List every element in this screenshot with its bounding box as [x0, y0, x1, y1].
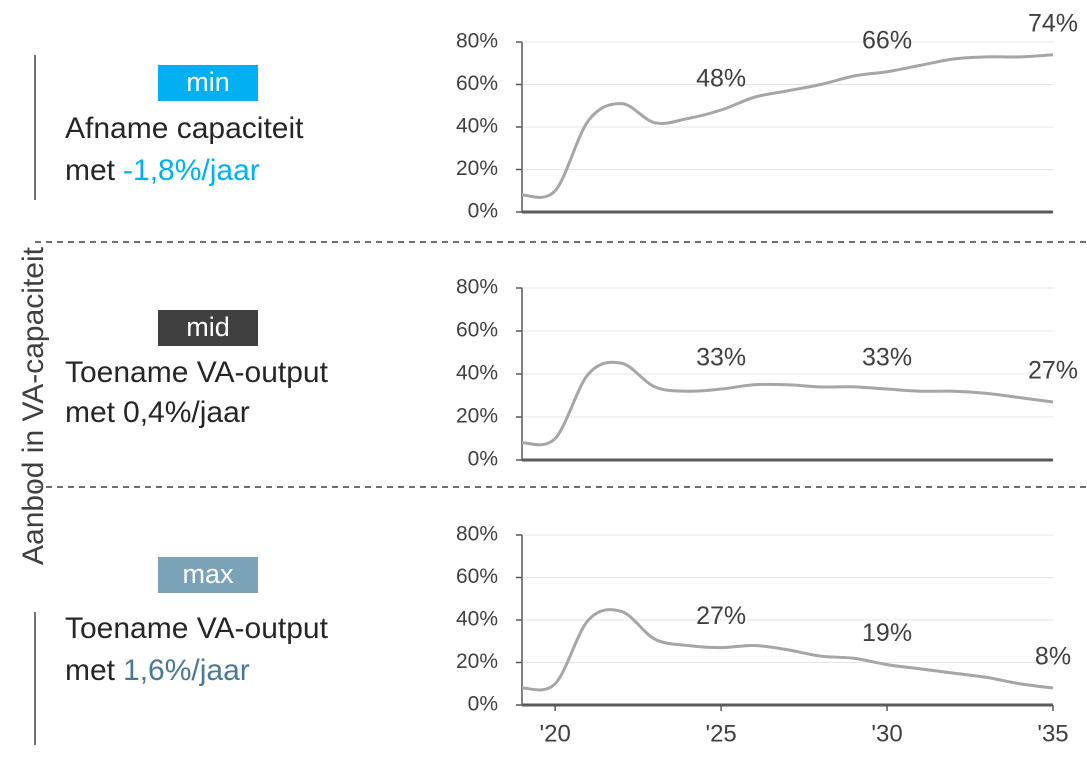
rate-line: met 1,6%/jaar [65, 654, 250, 687]
value-label: 66% [862, 26, 912, 54]
y-tick-label: 0% [468, 693, 498, 716]
series-line [521, 53, 1054, 199]
value-label: 33% [862, 344, 912, 372]
y-tick-label: 20% [456, 405, 498, 428]
rate: 0,4%/jaar [123, 396, 250, 429]
y-tick-label: 80% [456, 523, 498, 546]
value-label: 48% [696, 65, 746, 93]
rate-line: met 0,4%/jaar [65, 396, 250, 429]
x-tick-label: '30 [871, 720, 902, 747]
rate-prefix: met [65, 654, 116, 687]
y-tick-label: 60% [456, 319, 498, 342]
value-label: 27% [696, 602, 746, 630]
tag-box [158, 557, 258, 593]
y-tick-label: 60% [456, 72, 498, 95]
value-label: 19% [862, 619, 912, 647]
tag-label: min [186, 67, 230, 97]
y-tick-label: 80% [456, 276, 498, 299]
rate: -1,8%/jaar [123, 154, 260, 187]
y-tick-label: 40% [456, 362, 498, 385]
y-tick-label: 0% [468, 200, 498, 223]
tag-label: max [182, 559, 234, 589]
y-tick-label: 60% [456, 565, 498, 588]
rate: 1,6%/jaar [123, 654, 250, 687]
description: Afname capaciteit [65, 112, 304, 145]
y-tick-label: 80% [456, 30, 498, 53]
x-tick-label: '25 [705, 720, 736, 747]
description: Toename VA-output [65, 612, 329, 645]
y-tick-label: 20% [456, 650, 498, 673]
value-label: 74% [1028, 9, 1078, 37]
x-tick-label: '35 [1037, 720, 1068, 747]
series-line [521, 608, 1054, 692]
value-label: 33% [696, 344, 746, 372]
rate-prefix: met [65, 396, 116, 429]
y-tick-label: 40% [456, 608, 498, 631]
tag-label: mid [186, 312, 230, 342]
y-tick-label: 40% [456, 115, 498, 138]
y-tick-label: 20% [456, 157, 498, 180]
rate-line: met -1,8%/jaar [65, 154, 260, 187]
tag-box [158, 310, 258, 346]
side-label: Aanbod in VA-capaciteit [17, 246, 50, 565]
description: Toename VA-output [65, 356, 329, 389]
y-tick-label: 0% [468, 448, 498, 471]
x-tick-label: '20 [540, 720, 571, 747]
value-label: 8% [1035, 643, 1071, 671]
tag-box [158, 65, 258, 101]
rate-prefix: met [65, 154, 116, 187]
series-line [521, 360, 1054, 447]
value-label: 27% [1028, 357, 1078, 385]
